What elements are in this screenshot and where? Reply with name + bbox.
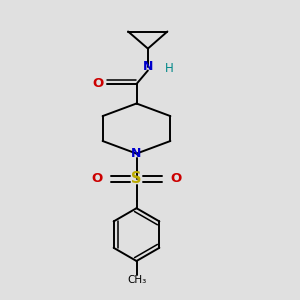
Text: N: N bbox=[131, 147, 142, 160]
Text: O: O bbox=[171, 172, 182, 185]
Text: S: S bbox=[131, 171, 142, 186]
Text: O: O bbox=[91, 172, 102, 185]
Text: N: N bbox=[143, 60, 153, 73]
Text: CH₃: CH₃ bbox=[127, 275, 146, 285]
Text: O: O bbox=[92, 77, 104, 90]
Text: H: H bbox=[165, 61, 174, 75]
